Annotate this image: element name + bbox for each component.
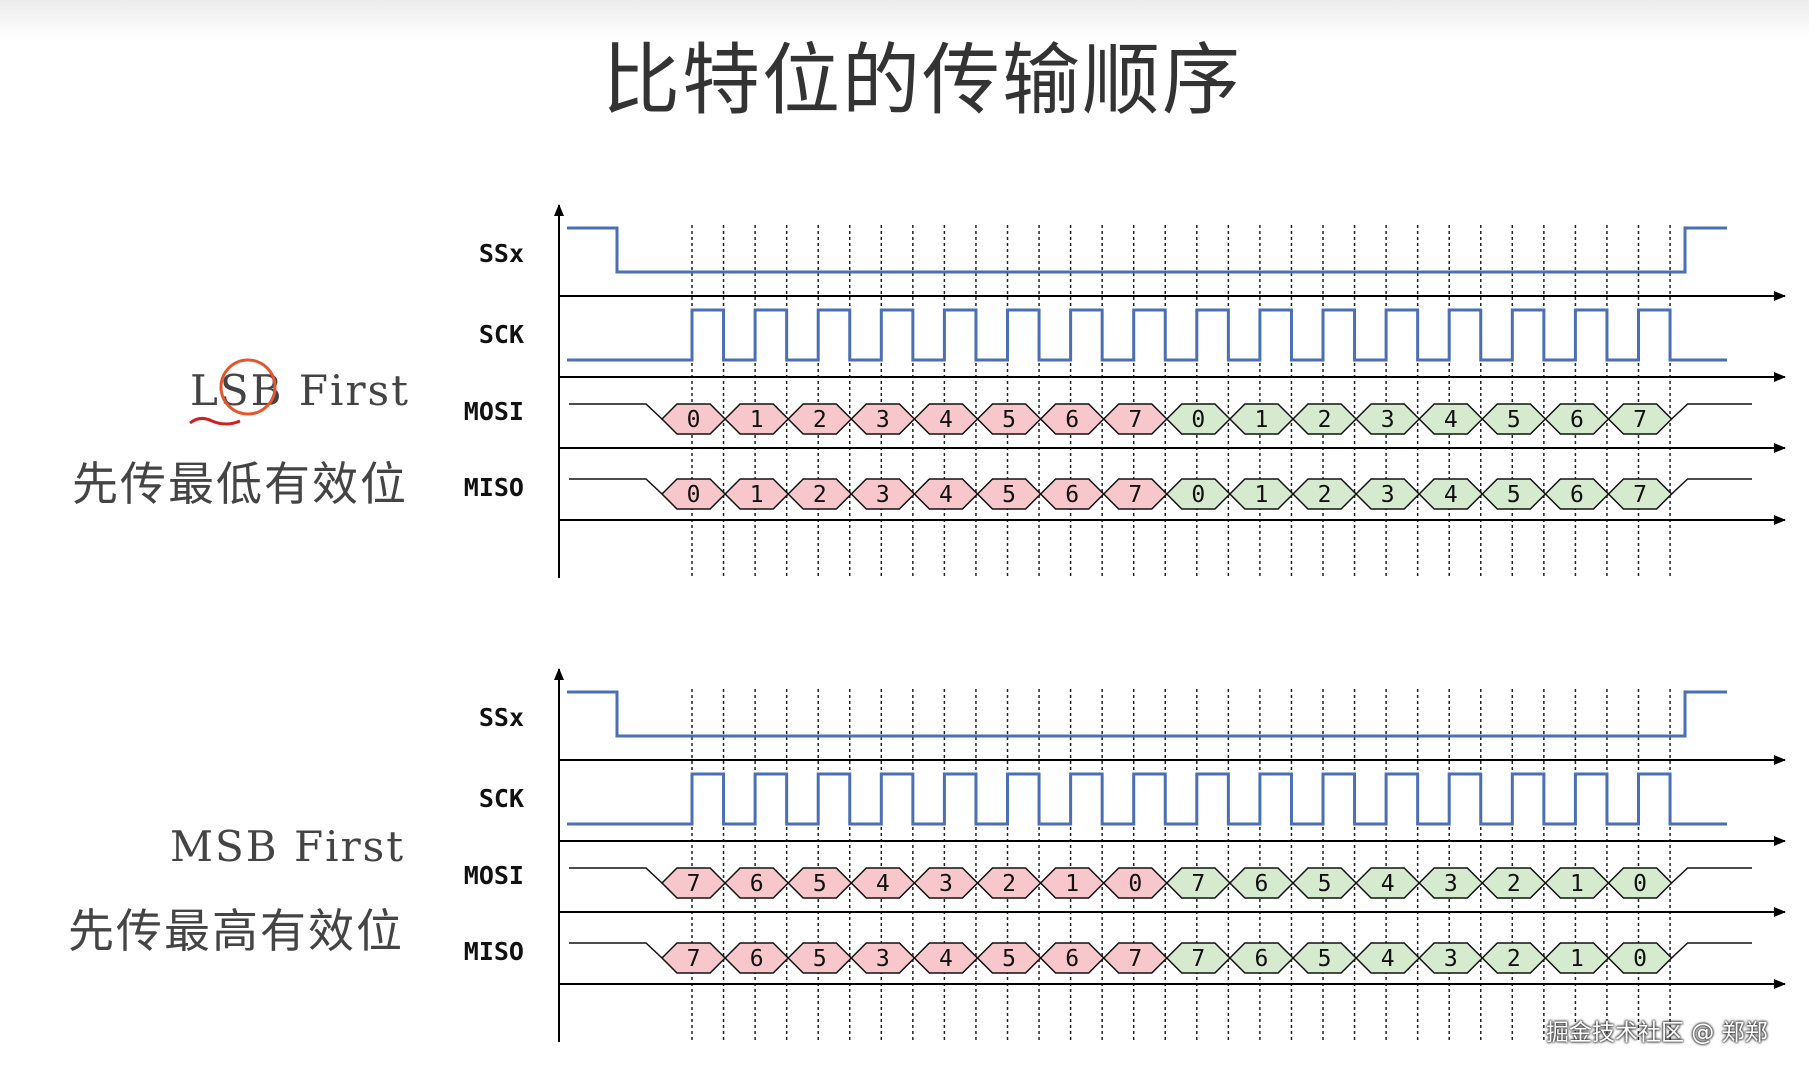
miso-bit-label: 0 <box>1191 482 1205 508</box>
mosi-idle-start <box>569 867 663 884</box>
miso-bit-label: 5 <box>1507 482 1521 508</box>
miso-idle-start <box>569 942 663 959</box>
miso-bit-label: 0 <box>1633 946 1647 972</box>
mosi-bit-label: 3 <box>1444 871 1458 897</box>
mosi-bit-label: 6 <box>1255 871 1269 897</box>
miso-idle-end <box>1671 478 1752 495</box>
miso-bit-label: 6 <box>1255 946 1269 972</box>
miso-bit-label: 1 <box>1570 946 1584 972</box>
mosi-bit-cell <box>1607 867 1673 899</box>
mosi-bit-label: 6 <box>1570 407 1584 433</box>
lsb-first-cn-label: 先传最低有效位 <box>72 457 408 511</box>
mosi-bit-label: 0 <box>1633 871 1647 897</box>
mosi-bit-label: 2 <box>1507 871 1521 897</box>
miso-bit-label: 5 <box>1002 946 1016 972</box>
miso-bit-label: 6 <box>1570 482 1584 508</box>
mosi-bit-label: 0 <box>1128 871 1142 897</box>
mosi-bit-label: 0 <box>1191 407 1205 433</box>
mosi-bit-label: 3 <box>1381 407 1395 433</box>
mosi-bit-label: 4 <box>1381 871 1395 897</box>
sck-waveform <box>567 772 1727 826</box>
miso-bit-label: 2 <box>813 482 827 508</box>
mosi-bit-label: 6 <box>1065 407 1079 433</box>
miso-bit-label: 7 <box>687 946 701 972</box>
mosi-bit-label: 5 <box>1507 407 1521 433</box>
miso-label: MISO <box>464 473 524 502</box>
mosi-bit-label: 2 <box>1318 407 1332 433</box>
miso-bit-label: 0 <box>687 482 701 508</box>
mosi-bit-label: 5 <box>813 871 827 897</box>
mosi-bit-label: 4 <box>876 871 890 897</box>
miso-bit-cell <box>1607 478 1673 510</box>
ssx-waveform <box>567 226 1727 274</box>
msb-timing-diagram: SSx SCK MOSI MISO 7 6 5 4 3 2 1 0 7 6 5 4 3 2 1 0 7 6 5 3 4 5 6 7 7 6… <box>464 668 1786 1042</box>
miso-bit-label: 5 <box>1002 482 1016 508</box>
miso-bit-label: 7 <box>1128 946 1142 972</box>
miso-bit-label: 5 <box>813 946 827 972</box>
mosi-bit-label: 2 <box>1002 871 1016 897</box>
mosi-bit-label: 7 <box>1128 407 1142 433</box>
miso-bit-label: 2 <box>1507 946 1521 972</box>
mosi-bit-label: 7 <box>1633 407 1647 433</box>
miso-bit-label: 6 <box>1065 482 1079 508</box>
miso-bit-label: 7 <box>1128 482 1142 508</box>
msb-first-label: MSB First <box>170 822 406 871</box>
sck-label: SCK <box>479 784 524 813</box>
mosi-bit-label: 0 <box>687 407 701 433</box>
miso-bit-label: 4 <box>1444 482 1458 508</box>
miso-bit-label: 4 <box>939 946 953 972</box>
miso-bit-label: 2 <box>1318 482 1332 508</box>
sck-waveform <box>567 308 1727 362</box>
miso-bit-cell <box>1607 942 1673 974</box>
mosi-bit-label: 4 <box>939 407 953 433</box>
mosi-bit-cell <box>1607 403 1673 435</box>
mosi-bit-label: 6 <box>750 871 764 897</box>
miso-bit-label: 1 <box>1255 482 1269 508</box>
miso-bit-label: 6 <box>750 946 764 972</box>
mosi-bit-label: 3 <box>876 407 890 433</box>
miso-label: MISO <box>464 937 524 966</box>
ssx-label: SSx <box>479 703 524 732</box>
miso-bit-label: 5 <box>1318 946 1332 972</box>
miso-bit-label: 7 <box>1191 946 1205 972</box>
miso-bit-label: 3 <box>876 946 890 972</box>
lsb-first-label: LSB First <box>190 366 410 415</box>
miso-bit-label: 6 <box>1065 946 1079 972</box>
miso-bit-label: 1 <box>750 482 764 508</box>
mosi-bit-label: 1 <box>1255 407 1269 433</box>
top-band <box>0 0 1809 40</box>
miso-idle-start <box>569 478 663 495</box>
msb-first-cn-label: 先传最高有效位 <box>68 904 404 958</box>
mosi-bit-label: 7 <box>687 871 701 897</box>
mosi-idle-start <box>569 403 663 420</box>
lsb-timing-diagram: SSx SCK MOSI MISO 0 1 2 3 4 5 6 7 0 1 2 3 4 5 6 7 0 1 2 3 4 5 6 7 0 1… <box>464 204 1786 578</box>
mosi-bit-label: 5 <box>1002 407 1016 433</box>
mosi-bit-label: 7 <box>1191 871 1205 897</box>
miso-bit-label: 7 <box>1633 482 1647 508</box>
mosi-bit-label: 1 <box>1570 871 1584 897</box>
mosi-bit-label: 2 <box>813 407 827 433</box>
mosi-idle-end <box>1671 403 1752 420</box>
miso-bit-label: 3 <box>876 482 890 508</box>
mosi-label: MOSI <box>464 861 524 890</box>
mosi-label: MOSI <box>464 397 524 426</box>
page-title: 比特位的传输顺序 <box>601 36 1242 126</box>
mosi-bit-label: 1 <box>1065 871 1079 897</box>
miso-bit-label: 3 <box>1381 482 1395 508</box>
ssx-label: SSx <box>479 239 524 268</box>
mosi-bit-label: 5 <box>1318 871 1332 897</box>
ssx-waveform <box>567 690 1727 738</box>
mosi-bit-label: 4 <box>1444 407 1458 433</box>
mosi-bit-label: 1 <box>750 407 764 433</box>
mosi-bit-label: 3 <box>939 871 953 897</box>
miso-bit-label: 4 <box>939 482 953 508</box>
lsb-highlight-annotation <box>189 358 277 426</box>
watermark: 掘金技术社区 @ 郑郑 <box>1546 1020 1768 1046</box>
miso-bit-label: 3 <box>1444 946 1458 972</box>
miso-bit-label: 4 <box>1381 946 1395 972</box>
miso-idle-end <box>1671 942 1752 959</box>
sck-label: SCK <box>479 320 524 349</box>
mosi-idle-end <box>1671 867 1752 884</box>
